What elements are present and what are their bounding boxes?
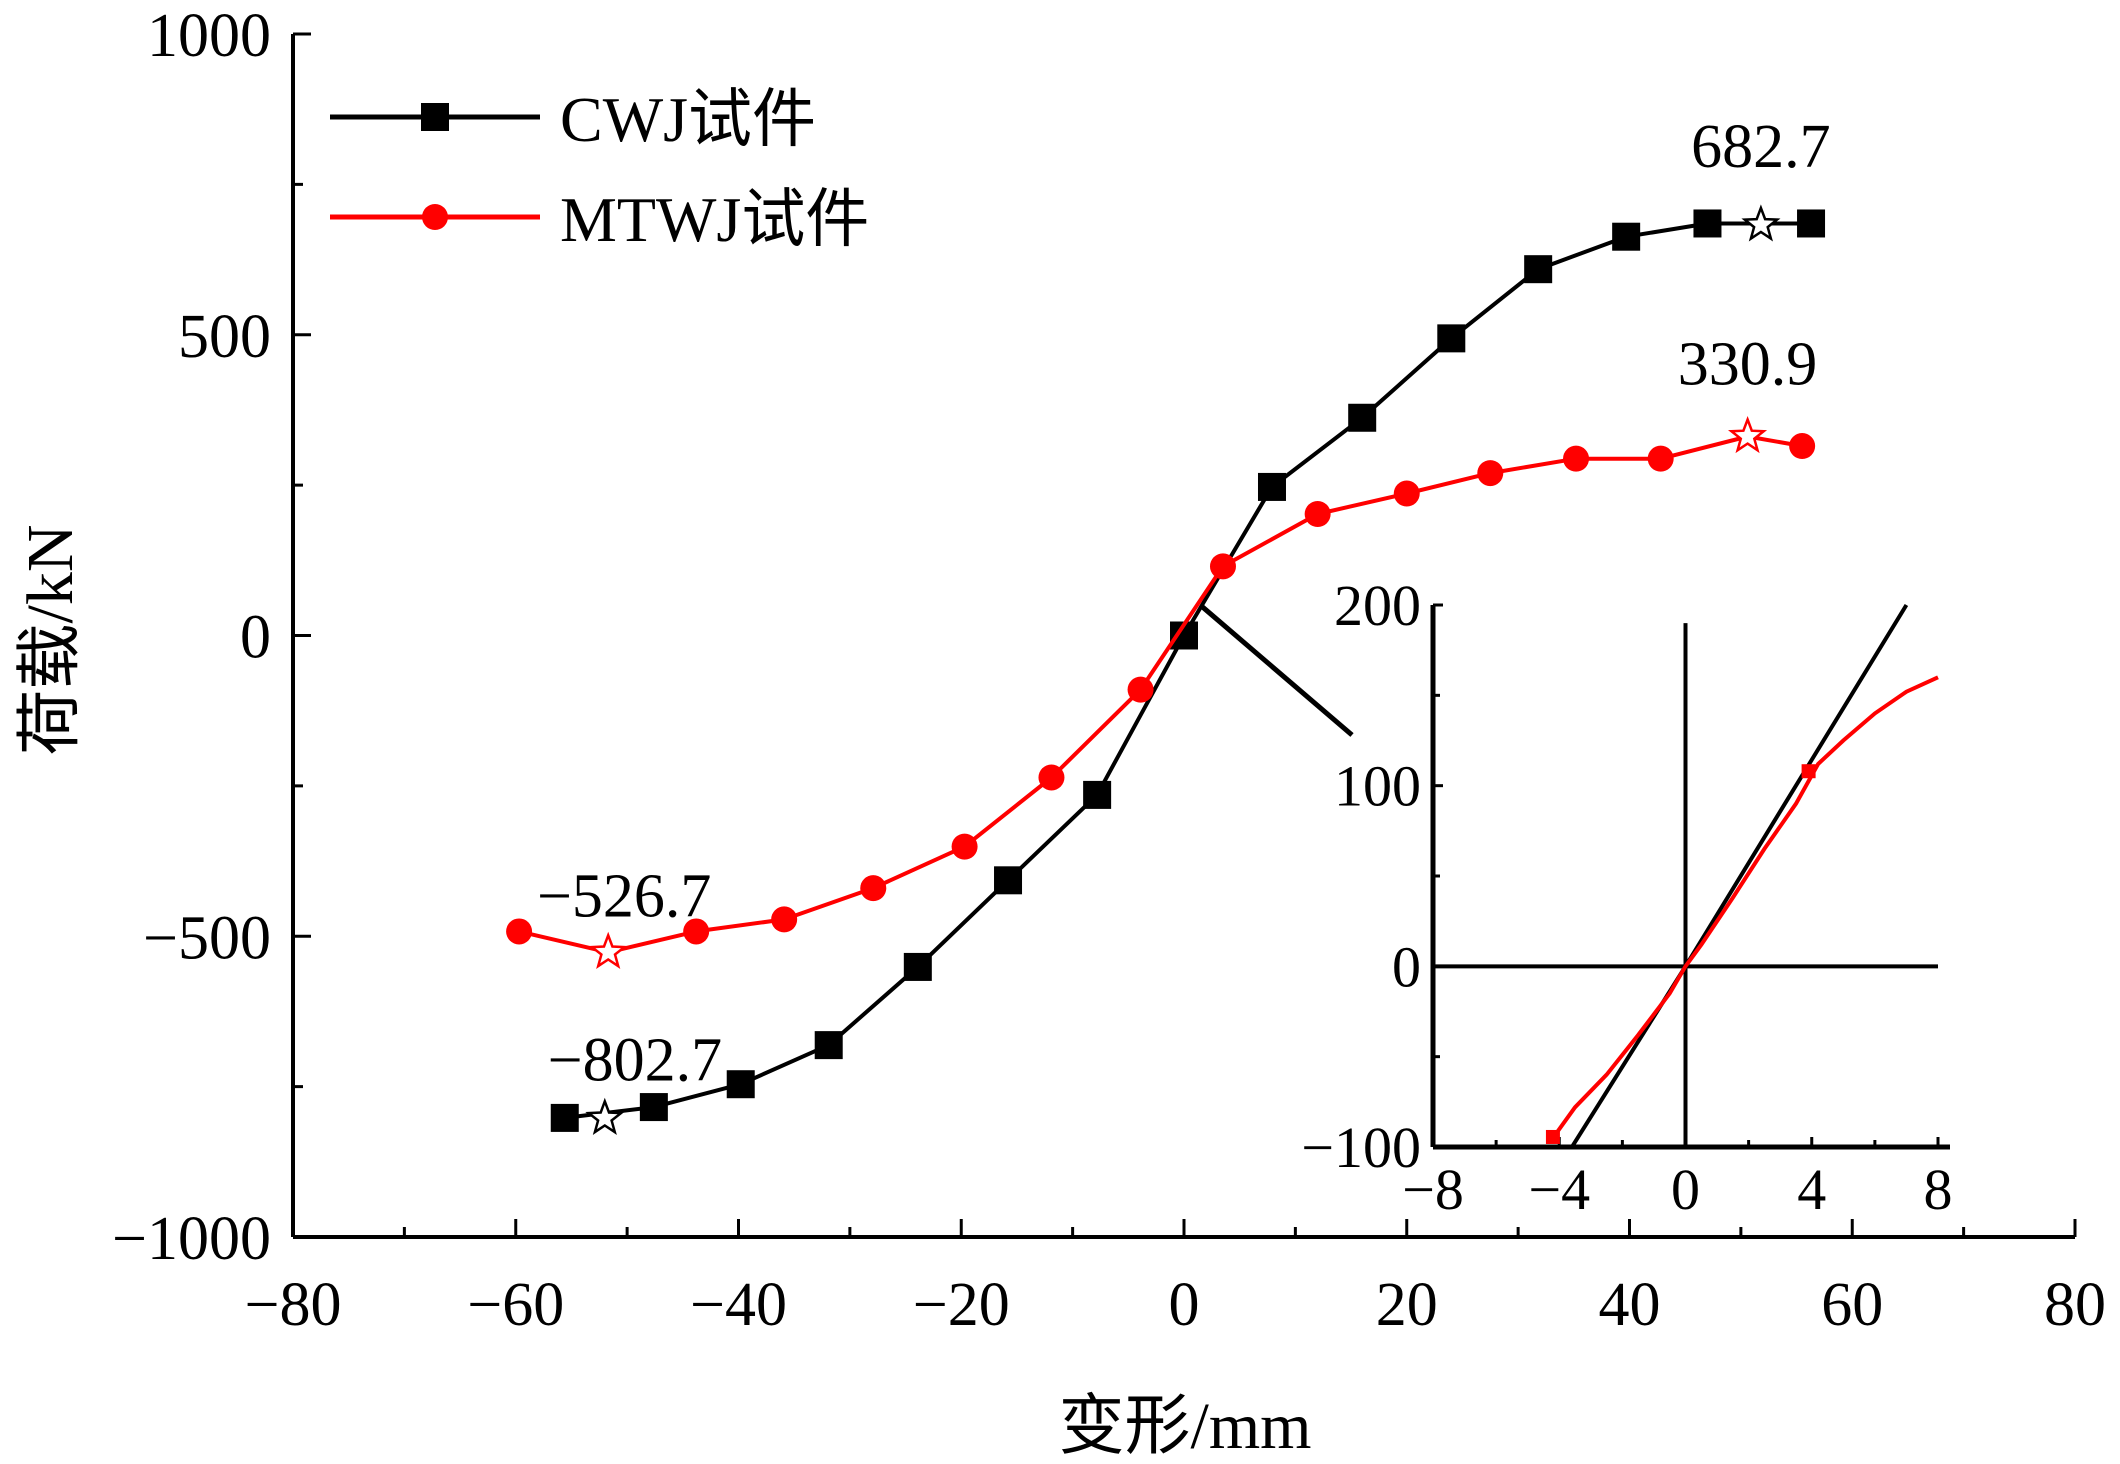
data-point-cwj — [639, 1093, 668, 1122]
data-point-cwj — [1083, 780, 1112, 809]
peak-star-marker — [1741, 204, 1781, 242]
y-tick-label: 500 — [178, 303, 271, 371]
inset-x-tick-label: 8 — [1924, 1157, 1953, 1222]
data-point-cwj — [1437, 324, 1466, 353]
data-point-cwj — [1257, 472, 1286, 501]
data-point-cwj — [994, 866, 1023, 895]
data-point-mtwj — [951, 833, 978, 860]
peak-star-marker — [588, 931, 628, 969]
y-axis-title: 荷载/kN — [14, 525, 87, 756]
data-point-mtwj — [1209, 553, 1236, 580]
data-point-mtwj — [771, 906, 798, 933]
data-point-cwj — [550, 1103, 579, 1132]
data-point-cwj — [1797, 209, 1826, 238]
data-point-mtwj — [1304, 500, 1331, 527]
series-line-mtwj — [518, 434, 1803, 955]
inset-y-tick-label: 100 — [1334, 754, 1421, 819]
data-point-mtwj — [1477, 460, 1504, 487]
data-point-mtwj — [1563, 445, 1590, 472]
x-tick-label: 40 — [1599, 1271, 1661, 1339]
x-tick-label: 80 — [2044, 1271, 2106, 1339]
inset-chart: −8 −4 0 4 8 −100 0 100 200 — [1199, 573, 1953, 1222]
x-tick-label: 60 — [1821, 1271, 1883, 1339]
x-tick-label: 0 — [1169, 1271, 1200, 1339]
legend: CWJ试件 MTWJ试件 — [330, 84, 869, 255]
y-tick-label: 1000 — [147, 2, 271, 70]
y-tick-label: −500 — [143, 904, 271, 972]
inset-x-tick-label: −4 — [1528, 1157, 1590, 1222]
data-point-mtwj — [860, 875, 887, 902]
legend-marker — [421, 103, 449, 131]
data-point-cwj — [903, 952, 932, 981]
x-tick-label: −40 — [690, 1271, 787, 1339]
x-tick-label: 20 — [1376, 1271, 1438, 1339]
data-point-cwj — [814, 1031, 843, 1060]
data-point-mtwj — [506, 918, 533, 945]
main-series — [506, 209, 1826, 1132]
inset-leader-line — [1199, 603, 1354, 737]
data-point-cwj — [1524, 255, 1553, 284]
inset-data-point-mtwj — [1801, 764, 1816, 779]
y-tick-label: 0 — [240, 604, 271, 672]
data-point-cwj — [1693, 209, 1722, 238]
data-point-mtwj — [1393, 480, 1420, 507]
peak-value-label: 682.7 — [1691, 113, 1831, 181]
peak-star-marker — [1728, 415, 1768, 454]
data-point-mtwj — [1789, 433, 1816, 460]
y-tick-label: −1000 — [112, 1205, 271, 1273]
data-point-cwj — [726, 1070, 755, 1099]
data-point-cwj — [1612, 222, 1641, 251]
peak-star-marker — [585, 1097, 625, 1136]
inset-x-tick-label: 0 — [1671, 1157, 1700, 1222]
inset-series-line-mtwj — [1551, 675, 1939, 1140]
x-tick-label: −60 — [467, 1271, 564, 1339]
inset-data-point-mtwj — [1545, 1129, 1560, 1144]
peak-value-label: −802.7 — [548, 1026, 722, 1094]
inset-y-tick-label: 0 — [1392, 934, 1421, 999]
inset-x-tick-label: 4 — [1797, 1157, 1826, 1222]
data-point-mtwj — [1647, 445, 1674, 472]
inset-y-tick-label: 200 — [1334, 573, 1421, 638]
data-point-mtwj — [683, 918, 710, 945]
x-tick-label: −80 — [245, 1271, 342, 1339]
inset-series-line-cwj — [1570, 603, 1909, 1149]
series-line-cwj — [564, 221, 1811, 1120]
x-tick-label: −20 — [913, 1271, 1010, 1339]
legend-label: MTWJ试件 — [560, 184, 869, 255]
inset-y-tick-label: −100 — [1301, 1115, 1421, 1180]
inset-x-tick-label: −8 — [1402, 1157, 1464, 1222]
data-point-mtwj — [1127, 676, 1154, 703]
data-point-cwj — [1348, 403, 1377, 432]
peak-value-label: 330.9 — [1678, 330, 1818, 398]
peak-value-label: −526.7 — [537, 862, 711, 930]
data-point-mtwj — [1038, 764, 1065, 791]
x-axis-title: 变形/mm — [1058, 1390, 1311, 1463]
peak-annotations: 682.7 −802.7 330.9 −526.7 — [537, 113, 1831, 1136]
legend-label: CWJ试件 — [560, 84, 816, 155]
legend-marker — [422, 204, 448, 230]
